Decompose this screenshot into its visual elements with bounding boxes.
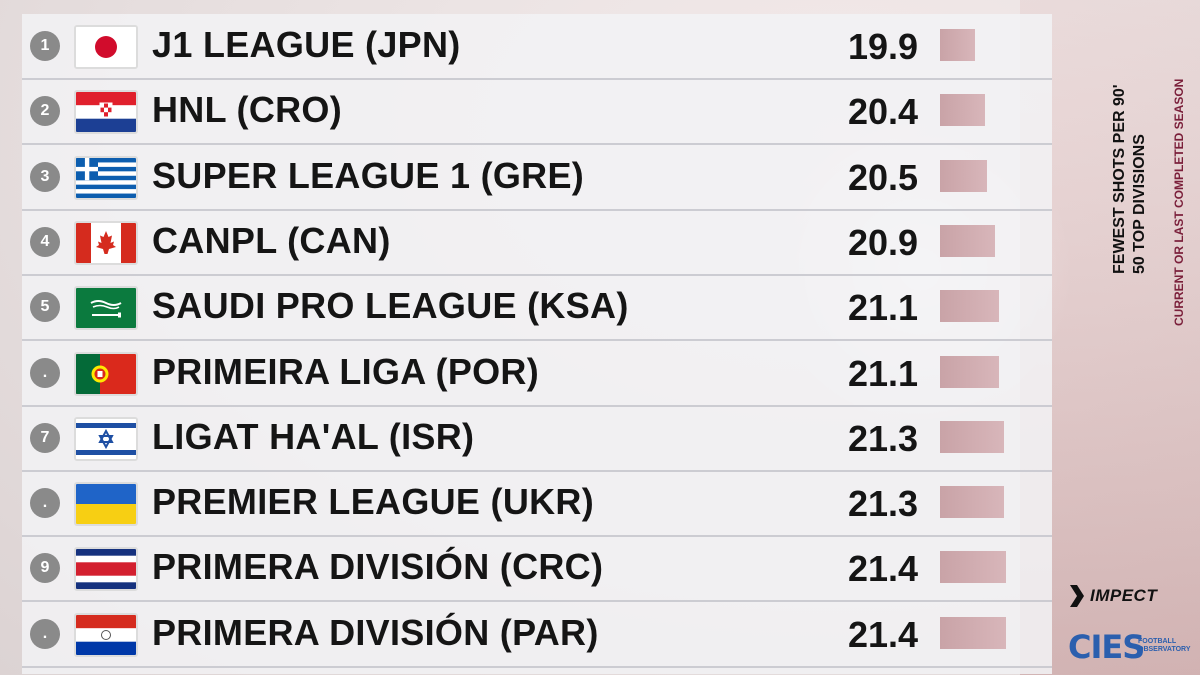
chart-subtitle-text: CURRENT OR LAST COMPLETED SEASON [1172, 78, 1186, 326]
bar [940, 159, 987, 192]
value-label: 21.3 [848, 483, 919, 525]
rank-badge: 9 [30, 553, 60, 584]
chart-title: FEWEST SHOTS PER 90' 50 TOP DIVISIONS [1111, 16, 1165, 334]
rank-badge: 3 [30, 161, 60, 192]
rank-badge: 4 [30, 226, 60, 257]
table-row: 9 PRIMERA DIVISIÓN (CRC) 21.4 [22, 536, 1052, 603]
flag-croatia-icon [74, 90, 138, 135]
rank-badge: 1 [30, 31, 60, 61]
table-row: . PRIMEIRA LIGA (POR) 21.1 [22, 341, 1052, 407]
rank-badge: . [30, 357, 60, 388]
impect-logo: IMPECT [1068, 584, 1157, 608]
table-row: 7 LIGAT HA'AL (ISR) 21.3 [22, 406, 1052, 472]
league-name: SAUDI PRO LEAGUE (KSA) [152, 285, 629, 327]
league-name: CANPL (CAN) [152, 219, 391, 261]
ranking-table: 1 J1 LEAGUE (JPN) 19.9 2 HNL (CRO) 20.4 3 SUPER… [22, 14, 1052, 674]
league-name: SUPER LEAGUE 1 (GRE) [152, 154, 585, 196]
table-row: 5 SAUDI PRO LEAGUE (KSA) 21.1 [22, 275, 1052, 342]
chart-subtitle: CURRENT OR LAST COMPLETED SEASON [1172, 18, 1192, 336]
bar [940, 486, 1004, 519]
bar [940, 616, 1006, 649]
league-name: PRIMERA DIVISIÓN (PAR) [152, 611, 599, 653]
flag-canada-icon [74, 220, 138, 265]
cies-logo-text: CIES [1068, 628, 1145, 666]
rank-badge: . [30, 618, 60, 649]
table-row: 3 SUPER LEAGUE 1 (GRE) 20.5 [22, 145, 1052, 211]
value-label: 20.5 [848, 156, 919, 198]
bar [940, 29, 975, 61]
flag-israel-icon [74, 416, 138, 461]
flag-japan-icon [74, 25, 138, 69]
flag-greece-icon [74, 155, 138, 200]
chart-title-line-2: 50 TOP DIVISIONS [1131, 134, 1148, 274]
table-row: 2 HNL (CRO) 20.4 [22, 79, 1052, 146]
cies-logo: CIES FOOTBALL OBSERVATORY [1068, 628, 1193, 666]
table-row: . PRIMERA DIVISIÓN (PAR) 21.4 [22, 602, 1052, 668]
table-row: 1 J1 LEAGUE (JPN) 19.9 [22, 14, 1052, 80]
bar [940, 420, 1004, 453]
league-name: PREMIER LEAGUE (UKR) [152, 481, 595, 523]
league-name: LIGAT HA'AL (ISR) [152, 415, 475, 457]
table-row: . PREMIER LEAGUE (UKR) 21.3 [22, 471, 1052, 538]
value-label: 21.4 [848, 613, 919, 655]
flag-saudi-arabia-icon [74, 286, 138, 331]
flag-costa-rica-icon [74, 547, 138, 592]
value-label: 20.9 [848, 221, 919, 263]
bar [940, 290, 999, 323]
flag-paraguay-icon [74, 612, 138, 657]
bar [940, 224, 995, 257]
league-name: PRIMERA DIVISIÓN (CRC) [152, 546, 604, 588]
value-label: 21.3 [848, 417, 919, 459]
impect-logo-text: IMPECT [1090, 586, 1158, 605]
value-label: 19.9 [848, 26, 919, 67]
rank-badge: 5 [30, 292, 60, 323]
value-label: 21.1 [848, 287, 919, 329]
value-label: 21.1 [848, 352, 919, 394]
flag-ukraine-icon [74, 482, 138, 527]
league-name: PRIMEIRA LIGA (POR) [152, 350, 540, 392]
bar [940, 94, 985, 127]
impect-chevron-icon [1070, 585, 1084, 607]
value-label: 20.4 [848, 91, 919, 133]
rank-badge: . [30, 488, 60, 519]
cies-logo-subtext: FOOTBALL OBSERVATORY [1138, 638, 1191, 653]
value-label: 21.4 [848, 548, 919, 590]
chart-title-line-1: FEWEST SHOTS PER 90' [1111, 84, 1128, 274]
league-name: HNL (CRO) [152, 89, 343, 131]
table-row: 4 CANPL (CAN) 20.9 [22, 210, 1052, 276]
league-name: J1 LEAGUE (JPN) [152, 24, 461, 65]
rank-badge: 7 [30, 422, 60, 453]
rank-badge: 2 [30, 96, 60, 127]
flag-portugal-icon [74, 351, 138, 396]
bar [940, 551, 1006, 584]
bar [940, 355, 999, 388]
